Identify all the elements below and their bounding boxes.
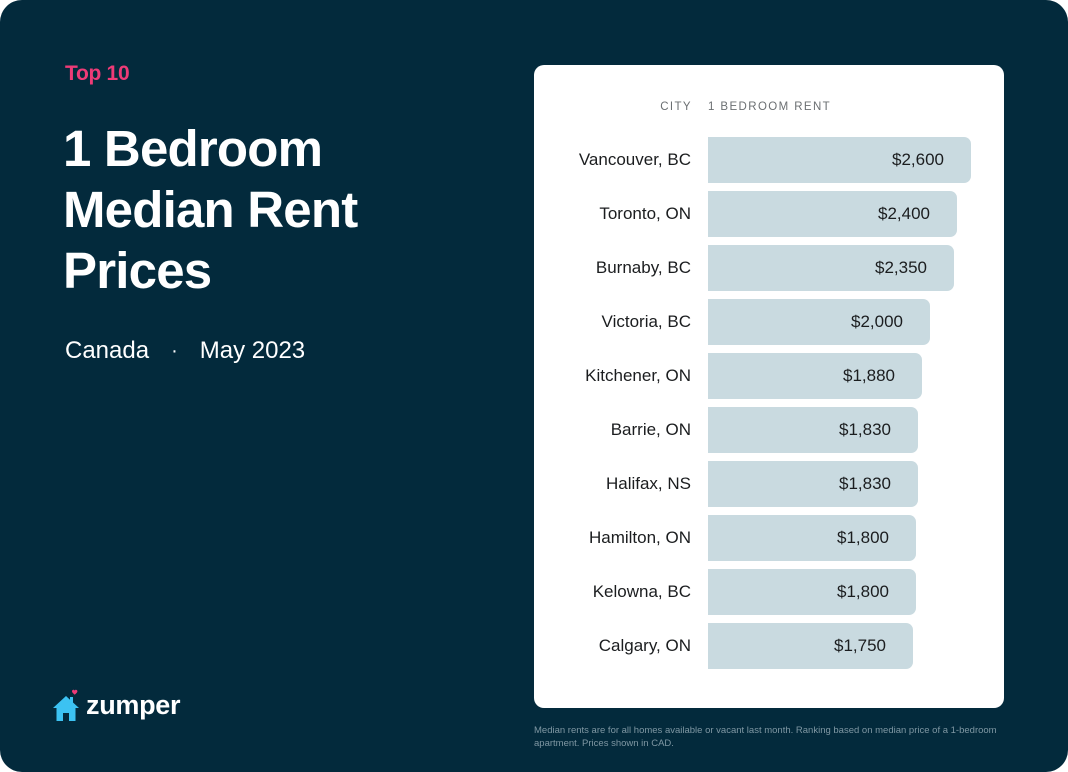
city-label: Calgary, ON (598, 636, 691, 655)
rent-bar: $2,350 (708, 245, 954, 291)
rent-bar: $2,400 (708, 191, 957, 237)
city-label: Kitchener, ON (585, 366, 691, 385)
column-header-city: CITY (660, 101, 692, 113)
bar-row: Victoria, BC $2,000 (534, 299, 1004, 345)
period-label: May 2023 (199, 337, 306, 364)
separator-dot: · (171, 339, 178, 362)
bar-row: Kelowna, BC $1,800 (534, 569, 1004, 615)
chart-card: CITY 1 BEDROOM RENT Vancouver, BC $2,600 T… (534, 65, 1004, 708)
rent-value: $1,800 (837, 528, 889, 547)
rent-bar: $2,000 (708, 299, 930, 345)
subtitle: Canada · May 2023 (65, 337, 305, 365)
rent-value: $2,400 (878, 204, 930, 223)
city-label: Halifax, NS (605, 474, 691, 493)
city-label: Burnaby, BC (595, 258, 691, 277)
bar-row: Hamilton, ON $1,800 (534, 515, 1004, 561)
title-line: 1 Bedroom (63, 120, 323, 177)
title-line: Prices (63, 242, 212, 299)
page-title: 1 Bedroom Median Rent Prices (63, 118, 463, 301)
rent-value: $2,000 (851, 312, 903, 331)
rent-value: $1,830 (839, 474, 891, 493)
rent-value: $1,800 (837, 582, 889, 601)
rent-value: $2,600 (892, 150, 944, 169)
city-label: Hamilton, ON (588, 528, 691, 547)
rent-value: $1,880 (843, 366, 895, 385)
city-label: Vancouver, BC (578, 150, 691, 169)
bar-row: Toronto, ON $2,400 (534, 191, 1004, 237)
rent-bar: $1,830 (708, 407, 918, 453)
title-line: Median Rent (63, 181, 358, 238)
city-label: Victoria, BC (601, 312, 691, 331)
bar-row: Calgary, ON $1,750 (534, 623, 1004, 669)
rent-bar: $2,600 (708, 137, 971, 183)
rent-bar: $1,800 (708, 515, 916, 561)
rent-bar: $1,830 (708, 461, 918, 507)
bar-row: Halifax, NS $1,830 (534, 461, 1004, 507)
rent-bar: $1,880 (708, 353, 922, 399)
region-label: Canada (65, 337, 150, 364)
column-header-rent: 1 BEDROOM RENT (708, 101, 832, 113)
rent-value: $1,830 (839, 420, 891, 439)
zumper-logo: zumper (52, 688, 181, 722)
rent-bar: $1,800 (708, 569, 916, 615)
footnote: Median rents are for all homes available… (534, 725, 997, 749)
house-heart-icon (53, 689, 79, 721)
bar-row: Burnaby, BC $2,350 (534, 245, 1004, 291)
bar-row: Barrie, ON $1,830 (534, 407, 1004, 453)
rent-bar: $1,750 (708, 623, 913, 669)
bar-row: Vancouver, BC $2,600 (534, 137, 1004, 183)
eyebrow-label: Top 10 (65, 62, 130, 85)
bar-row: Kitchener, ON $1,880 (534, 353, 1004, 399)
city-label: Barrie, ON (610, 420, 691, 439)
city-label: Kelowna, BC (592, 582, 691, 601)
rent-value: $1,750 (834, 636, 886, 655)
logo-wordmark: zumper (86, 689, 181, 720)
city-label: Toronto, ON (599, 204, 691, 223)
rent-value: $2,350 (875, 258, 927, 277)
